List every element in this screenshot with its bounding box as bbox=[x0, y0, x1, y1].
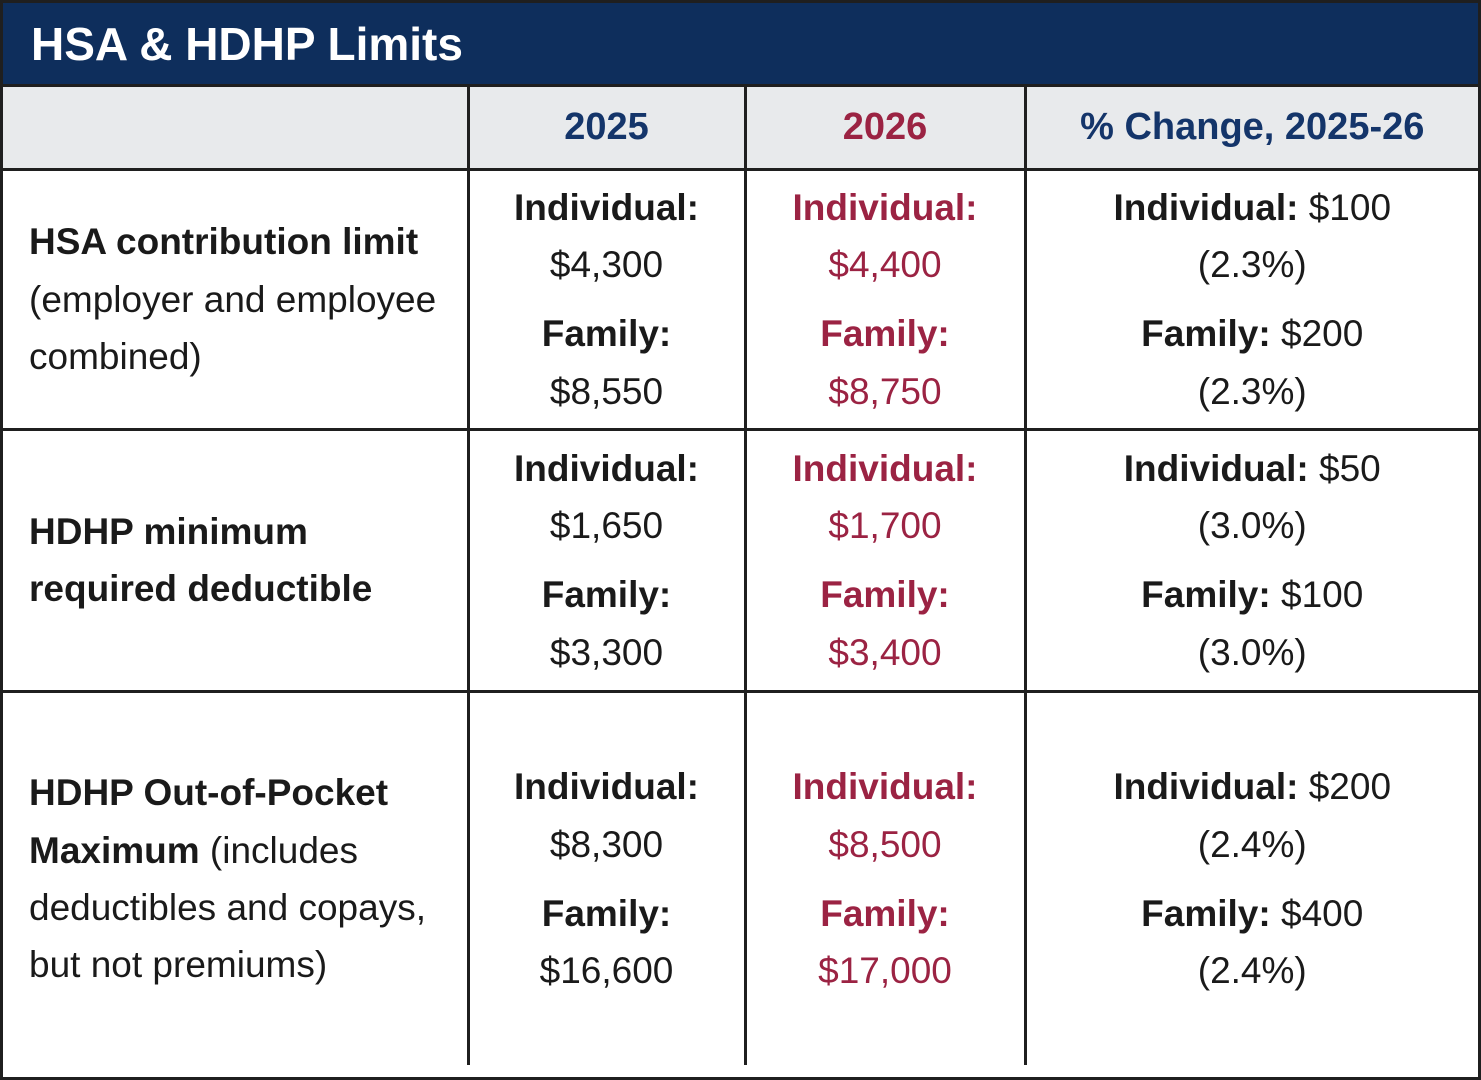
row-label-cell: HSA contribution limit (employer and emp… bbox=[3, 167, 470, 431]
individual-value-block: Individual: $8,500 bbox=[753, 758, 1018, 873]
table-title: HSA & HDHP Limits bbox=[31, 17, 463, 70]
individual-change-amount: $50 bbox=[1319, 447, 1381, 489]
limits-table: 2025 2026 % Change, 2025-26 HSA contribu… bbox=[3, 87, 1478, 1066]
individual-change-amount: $100 bbox=[1308, 186, 1392, 228]
cell-pct-change: Individual: $200 (2.4%) Family: $400 (2.… bbox=[1023, 689, 1478, 1066]
cell-2026: Individual: $8,500 Family: $17,000 bbox=[743, 689, 1027, 1066]
family-label: Family: bbox=[1141, 893, 1271, 935]
family-label: Family: bbox=[541, 893, 672, 935]
family-label: Family: bbox=[820, 313, 950, 355]
individual-label: Individual: bbox=[792, 766, 978, 808]
individual-label: Individual: bbox=[514, 186, 699, 228]
header-2025: 2025 bbox=[466, 87, 747, 171]
header-pct-change: % Change, 2025-26 bbox=[1023, 87, 1478, 171]
family-label: Family: bbox=[1141, 574, 1271, 616]
family-label: Family: bbox=[1141, 313, 1271, 355]
individual-change-block: Individual: $200 (2.4%) bbox=[1033, 758, 1473, 873]
individual-value-block: Individual: $4,400 bbox=[753, 179, 1018, 294]
row-label-cell: HDHP minimum required deductible bbox=[3, 427, 470, 693]
family-change-amount: $100 bbox=[1281, 574, 1364, 616]
row-label-note: (employer and employee combined) bbox=[29, 278, 437, 377]
cell-pct-change: Individual: $100 (2.3%) Family: $200 (2.… bbox=[1023, 167, 1478, 431]
family-change-line: Family: $100 bbox=[1033, 566, 1473, 623]
individual-change-pct: (2.4%) bbox=[1197, 823, 1307, 865]
individual-value: $1,650 bbox=[549, 505, 664, 547]
family-change-line: Family: $200 bbox=[1033, 305, 1473, 362]
family-change-pct: (2.3%) bbox=[1197, 370, 1307, 412]
cell-2025: Individual: $4,300 Family: $8,550 bbox=[466, 167, 747, 431]
family-value-block: Family: $17,000 bbox=[753, 885, 1018, 1000]
cell-2025: Individual: $8,300 Family: $16,600 bbox=[466, 689, 747, 1066]
individual-label: Individual: bbox=[1123, 447, 1309, 489]
family-change-block: Family: $400 (2.4%) bbox=[1033, 885, 1473, 1000]
individual-value: $8,500 bbox=[828, 823, 942, 865]
individual-value-block: Individual: $1,650 bbox=[476, 440, 738, 555]
individual-change-amount: $200 bbox=[1308, 766, 1392, 808]
family-label: Family: bbox=[820, 893, 950, 935]
header-2026: 2026 bbox=[743, 87, 1027, 171]
individual-change-line: Individual: $200 bbox=[1033, 758, 1473, 815]
family-label: Family: bbox=[541, 313, 672, 355]
individual-label: Individual: bbox=[1113, 766, 1299, 808]
cell-2026: Individual: $4,400 Family: $8,750 bbox=[743, 167, 1027, 431]
table-row-hsa-contribution-limit: HSA contribution limit (employer and emp… bbox=[3, 167, 1478, 431]
family-value: $17,000 bbox=[818, 950, 952, 992]
family-change-amount: $400 bbox=[1281, 893, 1364, 935]
individual-change-line: Individual: $50 bbox=[1033, 440, 1473, 497]
family-change-block: Family: $200 (2.3%) bbox=[1033, 305, 1473, 420]
row-label-bold: HSA contribution limit bbox=[29, 221, 419, 263]
cell-2025: Individual: $1,650 Family: $3,300 bbox=[466, 427, 747, 693]
family-value-block: Family: $3,400 bbox=[753, 566, 1018, 681]
individual-value: $4,400 bbox=[828, 243, 942, 285]
family-change-pct: (2.4%) bbox=[1197, 950, 1307, 992]
row-label-note: (includes deductibles and copays, but no… bbox=[29, 829, 426, 986]
family-change-pct: (3.0%) bbox=[1197, 631, 1307, 673]
family-label: Family: bbox=[541, 574, 672, 616]
individual-change-pct: (3.0%) bbox=[1197, 505, 1307, 547]
family-value-block: Family: $3,300 bbox=[476, 566, 738, 681]
individual-value-block: Individual: $4,300 bbox=[476, 179, 738, 294]
individual-label: Individual: bbox=[792, 186, 978, 228]
family-value-block: Family: $8,550 bbox=[476, 305, 738, 420]
individual-value: $4,300 bbox=[549, 243, 664, 285]
family-value-block: Family: $16,600 bbox=[476, 885, 738, 1000]
individual-label: Individual: bbox=[792, 447, 978, 489]
family-change-line: Family: $400 bbox=[1033, 885, 1473, 942]
individual-change-line: Individual: $100 bbox=[1033, 179, 1473, 236]
individual-label: Individual: bbox=[514, 766, 699, 808]
family-value: $8,550 bbox=[549, 370, 664, 412]
table-row-hdhp-out-of-pocket-max: HDHP Out-of-Pocket Maximum (includes ded… bbox=[3, 689, 1478, 1066]
row-label-cell: HDHP Out-of-Pocket Maximum (includes ded… bbox=[3, 689, 470, 1066]
family-value-block: Family: $8,750 bbox=[753, 305, 1018, 420]
individual-change-block: Individual: $100 (2.3%) bbox=[1033, 179, 1473, 294]
header-row: 2025 2026 % Change, 2025-26 bbox=[3, 87, 1478, 171]
row-label-bold: HDHP Out-of-Pocket Maximum bbox=[29, 772, 389, 871]
row-label-bold: HDHP minimum required deductible bbox=[29, 511, 373, 610]
table-title-bar: HSA & HDHP Limits bbox=[3, 3, 1478, 87]
individual-value: $1,700 bbox=[828, 505, 942, 547]
family-value: $3,400 bbox=[828, 631, 942, 673]
individual-value: $8,300 bbox=[549, 823, 664, 865]
individual-value-block: Individual: $1,700 bbox=[753, 440, 1018, 555]
table-row-hdhp-minimum-deductible: HDHP minimum required deductible Individ… bbox=[3, 427, 1478, 693]
family-value: $3,300 bbox=[549, 631, 664, 673]
cell-pct-change: Individual: $50 (3.0%) Family: $100 (3.0… bbox=[1023, 427, 1478, 693]
family-change-block: Family: $100 (3.0%) bbox=[1033, 566, 1473, 681]
individual-label: Individual: bbox=[514, 447, 699, 489]
family-value: $16,600 bbox=[539, 950, 674, 992]
family-value: $8,750 bbox=[828, 370, 942, 412]
cell-2026: Individual: $1,700 Family: $3,400 bbox=[743, 427, 1027, 693]
individual-label: Individual: bbox=[1113, 186, 1299, 228]
header-empty-cell bbox=[3, 87, 470, 171]
individual-change-pct: (2.3%) bbox=[1197, 243, 1307, 285]
individual-change-block: Individual: $50 (3.0%) bbox=[1033, 440, 1473, 555]
individual-value-block: Individual: $8,300 bbox=[476, 758, 738, 873]
family-change-amount: $200 bbox=[1281, 313, 1364, 355]
family-label: Family: bbox=[820, 574, 950, 616]
